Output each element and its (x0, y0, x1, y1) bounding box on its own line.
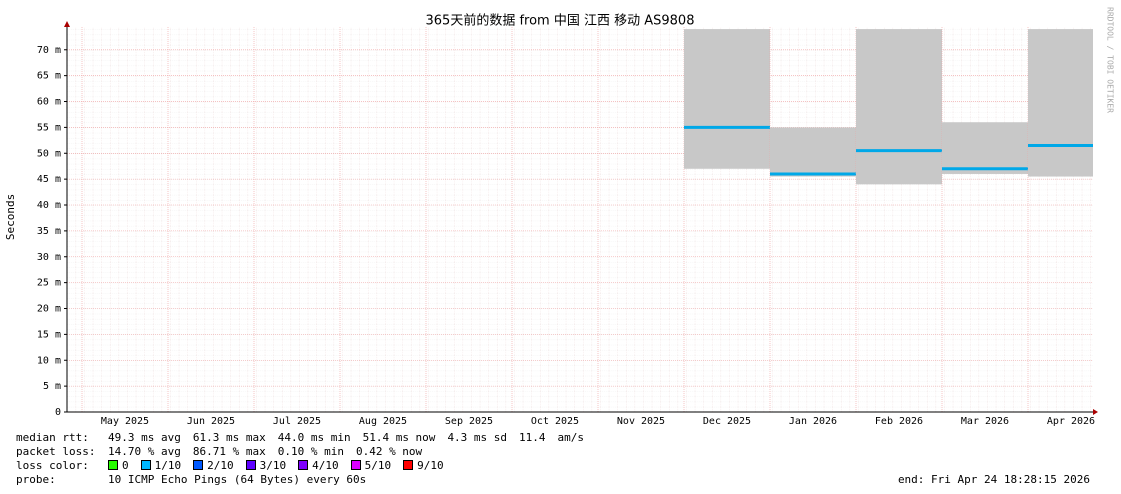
loss-text: 1/10 (154, 459, 182, 472)
loss-text: 4/10 (312, 459, 339, 472)
y-tick-label: 65 m (37, 71, 61, 82)
y-tick-label: 25 m (37, 278, 61, 289)
y-arrow (64, 21, 70, 27)
loss-text: 3/10 (259, 459, 287, 472)
stat: 4.3 ms sd (447, 431, 508, 444)
chart: 365天前的数据 from 中国 江西 移动 AS9808 Seconds RR… (4, 7, 1115, 427)
smoke (684, 29, 770, 169)
x-arrow (1093, 409, 1098, 415)
x-tick-label: Jul 2025 (273, 416, 321, 427)
y-tick-label: 10 m (37, 355, 61, 366)
y-tick-label: 35 m (37, 226, 61, 237)
x-tick-label: May 2025 (101, 416, 149, 427)
loss-text: 2/10 (207, 459, 234, 472)
x-tick-label: Dec 2025 (703, 416, 751, 427)
stat: am/s (557, 431, 585, 444)
stats-row: median rtt: 49.3 ms avg 61.3 ms max 44.0 ms… (16, 431, 1106, 445)
stat: 51.4 ms now (362, 431, 436, 444)
stat: 14.70 % avg (108, 445, 181, 458)
plot (67, 27, 1093, 413)
smoke (942, 122, 1028, 174)
loss-swatch (140, 460, 151, 470)
y-tick-label: 30 m (37, 252, 61, 263)
loss-text: 5/10 (364, 459, 392, 472)
smoke (856, 29, 942, 185)
x-tick-label: Sep 2025 (445, 416, 493, 427)
y-tick-label: 55 m (37, 122, 61, 133)
loss-swatch (403, 460, 414, 470)
y-tick-label: 45 m (37, 174, 61, 185)
stat-label: packet loss: (16, 445, 96, 458)
x-tick-label: Jun 2025 (187, 416, 235, 427)
loss-swatch (245, 460, 256, 470)
stat: 86.71 % max (192, 445, 266, 458)
stat: 0.10 % min (277, 445, 344, 458)
loss-text: 9/10 (417, 459, 444, 472)
stat: 44.0 ms min (277, 431, 351, 444)
y-tick-label: 15 m (37, 329, 61, 340)
watermark: RRDTOOL / TOBI OETIKER (1106, 7, 1115, 113)
stat-label: median rtt: (16, 431, 89, 444)
stat: 49.3 ms avg (108, 431, 181, 444)
loss-text: 0 (122, 459, 129, 472)
stat: 61.3 ms max (192, 431, 266, 444)
smoke (1028, 29, 1093, 177)
stat: 11.4 (519, 431, 546, 444)
probe: 10 ICMP Echo Pings (64 Bytes) every 60s (108, 473, 367, 486)
y-tick-label: 0 (55, 407, 61, 418)
y-tick-label: 40 m (37, 200, 61, 211)
stats-row: packet loss: 14.70 % avg 86.71 % max 0.10 %… (16, 445, 1106, 459)
y-tick-label: 60 m (37, 97, 61, 108)
y-tick-label: 50 m (37, 148, 61, 159)
x-tick-label: Mar 2026 (961, 416, 1009, 427)
y-axis-label: Seconds (4, 194, 17, 240)
x-tick-label: Nov 2025 (617, 416, 665, 427)
x-tick-label: Aug 2025 (359, 416, 407, 427)
x-tick-label: Feb 2026 (875, 416, 923, 427)
legend: median rtt: 49.3 ms avg 61.3 ms max 44.0 ms… (16, 431, 1106, 487)
chart-title: 365天前的数据 from 中国 江西 移动 AS9808 (426, 13, 695, 29)
loss-row: loss color: 0 1/10 2/10 3/10 4/10 5/10 9/10 (16, 459, 1106, 473)
y-tick-label: 70 m (37, 45, 61, 56)
loss-swatch (193, 460, 204, 470)
x-tick-label: Apr 2026 (1047, 416, 1095, 427)
x-tick-label: Jan 2026 (789, 416, 837, 427)
loss-swatch (298, 460, 309, 470)
smoke (770, 127, 856, 177)
x-tick-label: Oct 2025 (531, 416, 579, 427)
loss-swatch (350, 460, 361, 470)
probe-row: probe: 10 ICMP Echo Pings (64 Bytes) ever… (16, 473, 1106, 487)
y-tick-label: 5 m (43, 381, 61, 392)
loss-label: loss color: (16, 459, 89, 472)
end-time: end: Fri Apr 24 18:28:15 2026 (897, 473, 1090, 486)
y-tick-label: 20 m (37, 304, 61, 315)
loss-swatch (108, 460, 118, 470)
probe-label: probe: (16, 473, 56, 486)
stat: 0.42 % now (355, 445, 423, 458)
